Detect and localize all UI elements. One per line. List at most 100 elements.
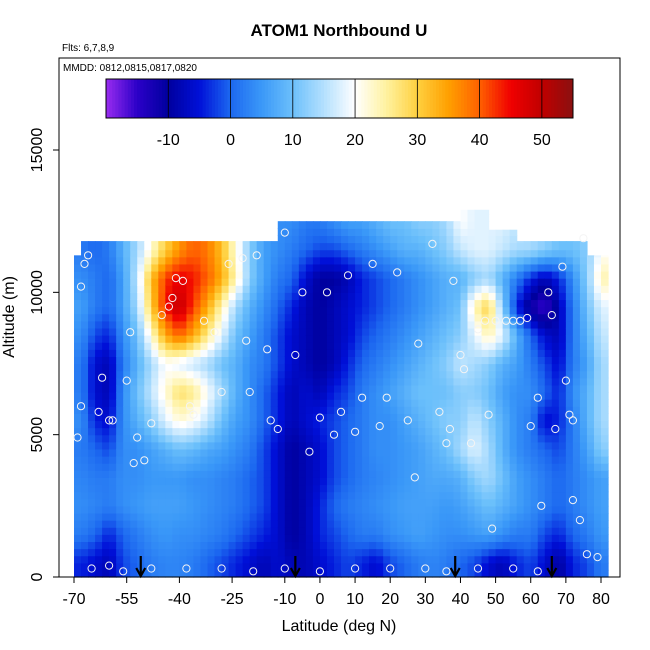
heatmap-cell-885 xyxy=(200,406,209,414)
colorbar-segment-66 xyxy=(311,79,316,118)
heatmap-cell-3053 xyxy=(509,512,518,521)
heatmap-cell-3256 xyxy=(537,441,546,450)
heatmap-cell-1519 xyxy=(291,363,300,372)
heatmap-cell-2306 xyxy=(404,456,412,464)
arrow-marker-3 xyxy=(546,556,558,579)
colorbar-segment-149 xyxy=(569,79,574,118)
colorbar-segment-55 xyxy=(277,79,281,118)
heatmap-cell-106 xyxy=(88,484,96,493)
heatmap-cell-3262 xyxy=(537,399,546,407)
heatmap-cell-2032 xyxy=(362,270,370,279)
heatmap-cell-52 xyxy=(81,527,89,535)
heatmap-cell-1405 xyxy=(277,463,286,471)
heatmap-cell-2001 xyxy=(362,491,370,500)
heatmap-cell-1845 xyxy=(341,534,349,543)
heatmap-cell-3052 xyxy=(509,520,518,528)
heatmap-cell-3203 xyxy=(530,477,539,486)
heatmap-cell-2694 xyxy=(460,541,469,550)
heatmap-cell-1710 xyxy=(319,427,328,436)
heatmap-cell-2962 xyxy=(495,463,504,471)
heatmap-cell-829 xyxy=(193,463,202,471)
heatmap-cell-3636 xyxy=(593,456,602,464)
heatmap-cell-201 xyxy=(102,491,110,500)
heatmap-cell-2105 xyxy=(376,463,384,471)
heatmap-cell-1190 xyxy=(242,285,251,293)
heatmap-cell-1725 xyxy=(319,320,328,329)
heatmap-cell-9 xyxy=(74,505,82,514)
heatmap-cell-1582 xyxy=(298,270,307,279)
heatmap-cell-3427 xyxy=(558,249,567,258)
heatmap-cell-1415 xyxy=(277,391,286,400)
heatmap-cell-1976 xyxy=(355,313,363,322)
heatmap-cell-2843 xyxy=(474,221,483,229)
heatmap-cell-1494 xyxy=(291,541,300,550)
heatmap-cell-2298 xyxy=(404,512,412,521)
heatmap-cell-2555 xyxy=(439,463,448,471)
heatmap-cell-3513 xyxy=(572,320,581,329)
heatmap-cell-1440 xyxy=(284,569,293,578)
heatmap-cell-2048 xyxy=(369,512,377,521)
heatmap-cell-3404 xyxy=(558,413,567,422)
colorbar-segment-133 xyxy=(520,79,524,118)
heatmap-cell-424 xyxy=(130,270,138,279)
heatmap-cell-2587 xyxy=(439,235,448,244)
heatmap-cell-3015 xyxy=(502,434,511,443)
heatmap-cell-2235 xyxy=(390,249,398,258)
heatmap-cell-1347 xyxy=(270,534,279,543)
heatmap-cell-529 xyxy=(151,548,159,557)
colorbar-tick-label-4: 30 xyxy=(408,132,426,149)
heatmap-cell-1539 xyxy=(291,221,300,229)
heatmap-cell-1105 xyxy=(235,548,244,557)
heatmap-cell-1942 xyxy=(355,555,363,564)
heatmap-cell-887 xyxy=(200,391,209,400)
observation-point-66 xyxy=(516,316,525,325)
heatmap-cell-2211 xyxy=(390,420,398,429)
heatmap-cell-236 xyxy=(102,242,110,251)
heatmap-cell-1106 xyxy=(235,541,244,550)
heatmap-cell-2647 xyxy=(453,520,462,528)
heatmap-cell-249 xyxy=(109,491,117,500)
heatmap-cell-2350 xyxy=(411,498,419,507)
heatmap-cell-3259 xyxy=(537,420,546,429)
heatmap-cell-2519 xyxy=(432,363,440,372)
heatmap-cell-1233 xyxy=(249,320,258,329)
heatmap-cell-1310 xyxy=(263,456,272,464)
heatmap-cell-2390 xyxy=(418,569,426,578)
heatmap-cell-2179 xyxy=(383,292,391,301)
heatmap-cell-3113 xyxy=(516,434,525,443)
heatmap-cell-1787 xyxy=(326,235,335,244)
heatmap-cell-488 xyxy=(144,498,152,507)
heatmap-cell-3005 xyxy=(502,505,511,514)
heatmap-cell-2823 xyxy=(474,363,483,372)
heatmap-cell-3285 xyxy=(537,241,546,244)
heatmap-cell-1421 xyxy=(277,349,286,357)
heatmap-cell-2916 xyxy=(488,441,497,450)
heatmap-cell-2828 xyxy=(474,327,483,336)
heatmap-cell-1518 xyxy=(291,370,300,379)
heatmap-cell-1306 xyxy=(263,484,272,493)
heatmap-cell-2135 xyxy=(376,249,384,258)
heatmap-cell-1962 xyxy=(355,413,363,422)
heatmap-cell-2795 xyxy=(474,562,483,571)
heatmap-cell-2565 xyxy=(439,391,448,400)
heatmap-cell-2541 xyxy=(439,562,448,571)
heatmap-cell-2421 xyxy=(418,349,426,357)
heatmap-cell-2037 xyxy=(362,235,370,244)
heatmap-cell-754 xyxy=(179,313,188,322)
heatmap-cell-433 xyxy=(137,548,145,557)
heatmap-cell-867 xyxy=(200,534,209,543)
colorbar-segment-4 xyxy=(118,79,123,118)
heatmap-cell-3628 xyxy=(593,512,602,521)
heatmap-cell-2543 xyxy=(439,548,448,557)
heatmap-cell-569 xyxy=(151,263,159,272)
heatmap-cell-3311 xyxy=(544,391,553,400)
heatmap-cell-1637 xyxy=(305,235,314,244)
heatmap-cell-821 xyxy=(193,520,202,528)
heatmap-cell-1939 xyxy=(348,221,356,229)
heatmap-cell-2668 xyxy=(453,370,462,379)
heatmap-cell-3418 xyxy=(558,313,567,322)
heatmap-cell-1468 xyxy=(284,370,293,379)
colorbar-segment-106 xyxy=(436,79,440,118)
heatmap-cell-786 xyxy=(186,427,195,436)
heatmap-cell-1140 xyxy=(235,299,244,308)
